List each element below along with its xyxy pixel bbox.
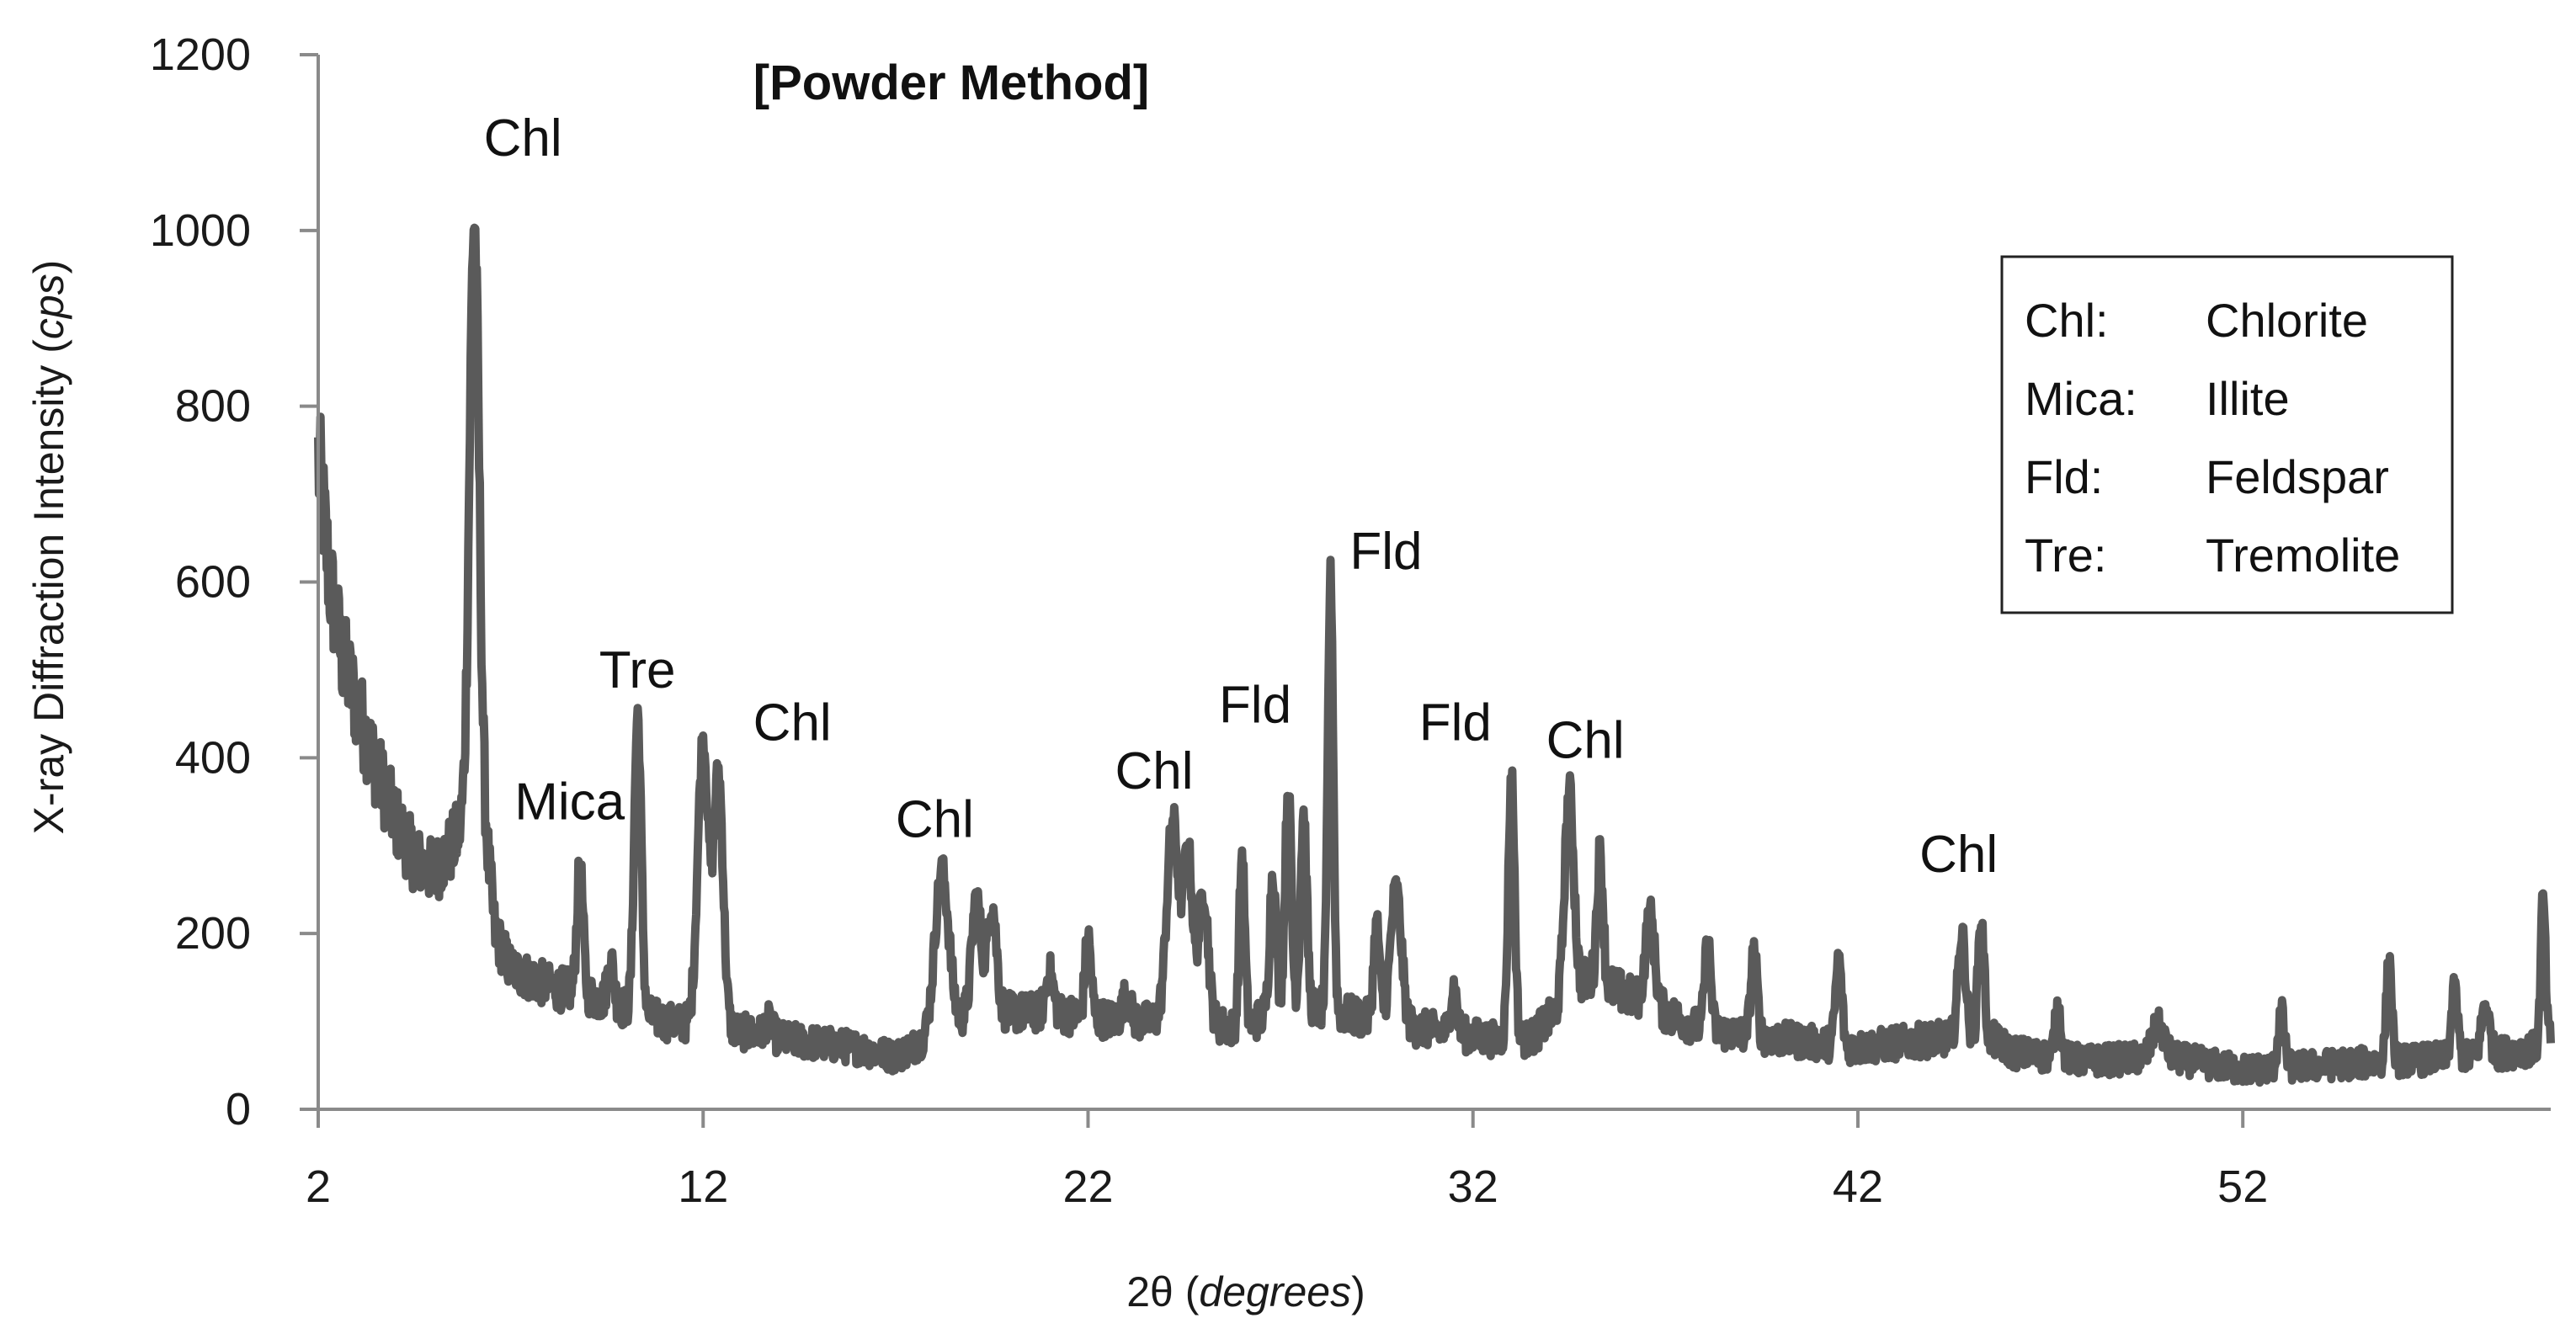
peak-label: Chl	[1115, 742, 1193, 800]
legend-abbr: Chl:	[2025, 294, 2109, 347]
legend-name: Chlorite	[2206, 294, 2368, 347]
y-tick-label: 800	[175, 381, 251, 432]
y-tick-label: 1000	[150, 205, 251, 256]
legend: Chl: Chlorite Mica: Illite Fld: Feldspar Tre: T…	[2000, 255, 2454, 614]
y-tick-label: 0	[226, 1084, 251, 1135]
y-tick-label: 400	[175, 732, 251, 783]
x-tick-label: 42	[1833, 1161, 1883, 1212]
y-tick-label: 600	[175, 557, 251, 608]
peak-label: Fld	[1219, 677, 1291, 735]
legend-name: Feldspar	[2206, 450, 2389, 503]
legend-entries: Chl: Chlorite Mica: Illite Fld: Feldspar Tre: T…	[2025, 294, 2400, 582]
x-tick-label: 12	[678, 1161, 728, 1212]
chart-title: [Powder Method]	[753, 56, 1149, 110]
peak-label: Mica	[514, 773, 625, 831]
legend-abbr: Tre:	[2025, 529, 2106, 582]
y-ticks: 0 200 400 600 800 1000 1200	[150, 29, 318, 1135]
spectrum-layer	[314, 223, 2555, 1087]
y-tick-label: 1200	[150, 29, 251, 80]
x-ticks: 2 12 22 32 42 52	[306, 1109, 2268, 1212]
peak-label: Chl	[753, 694, 832, 752]
peak-label: Chl	[1546, 711, 1625, 769]
spectrum-line	[314, 223, 2555, 1087]
x-tick-label: 2	[306, 1161, 331, 1212]
peak-label: Chl	[1919, 826, 1998, 884]
plot-area: 0 200 400 600 800 1000 1200 2 12 22 32 42 52 Chl Mic…	[150, 29, 2555, 1212]
y-axis-title: X-ray Diffraction Intensity (cps)	[25, 260, 72, 835]
legend-name: Tremolite	[2206, 529, 2400, 582]
peak-label: Fld	[1419, 694, 1492, 752]
x-tick-label: 32	[1448, 1161, 1498, 1212]
peak-label: Tre	[599, 641, 676, 699]
legend-name: Illite	[2206, 372, 2290, 425]
legend-abbr: Mica:	[2025, 372, 2137, 425]
legend-box	[2000, 255, 2454, 614]
y-tick-label: 200	[175, 908, 251, 959]
x-axis-title: 2θ (degrees)	[1126, 1268, 1365, 1315]
x-tick-label: 52	[2217, 1161, 2268, 1212]
legend-abbr: Fld:	[2025, 450, 2103, 503]
peak-label: Fld	[1349, 523, 1422, 581]
peak-label: Chl	[484, 109, 562, 167]
peak-label: Chl	[896, 790, 974, 848]
x-tick-label: 22	[1062, 1161, 1113, 1212]
peak-annotations: Chl Mica Tre Chl Chl Chl Fld Fld Fld Chl Chl	[484, 109, 1999, 884]
